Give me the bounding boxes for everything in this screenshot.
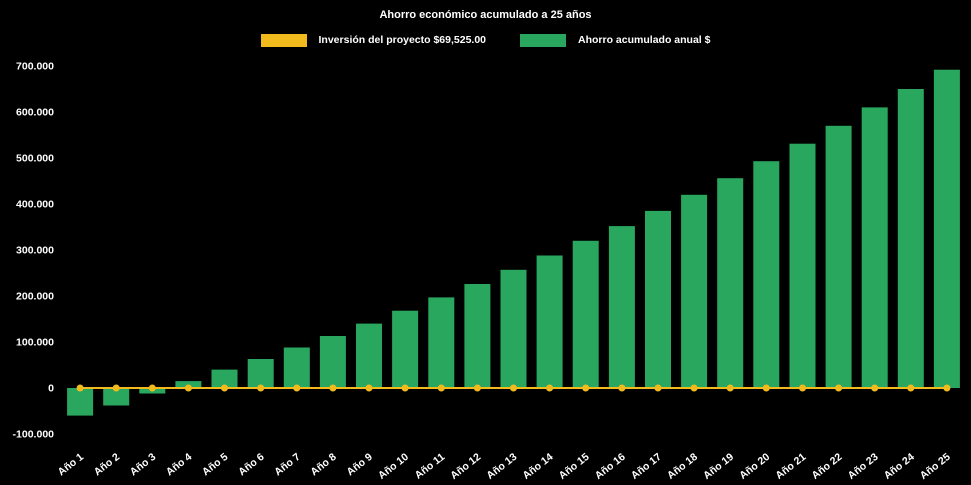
investment-marker <box>510 384 517 392</box>
investment-marker <box>293 384 301 392</box>
bar-10 <box>392 310 419 388</box>
x-axis-label: Año 7 <box>272 451 302 479</box>
legend-swatch-investment <box>260 33 307 47</box>
y-tick-label: 400.000 <box>16 199 54 211</box>
x-axis-label: Año 24 <box>882 451 917 482</box>
bar-22 <box>825 125 852 389</box>
x-axis-label: Año 17 <box>629 451 664 482</box>
x-axis-label: Año 10 <box>376 451 411 482</box>
x-axis-label: Año 5 <box>200 451 230 479</box>
investment-marker <box>654 384 662 392</box>
investment-marker <box>184 384 192 392</box>
x-axis-label: Año 21 <box>773 451 808 482</box>
investment-marker <box>329 384 337 392</box>
legend-label-savings: Ahorro acumulado anual $ <box>578 34 711 46</box>
x-axis-label: Año 4 <box>164 451 194 479</box>
x-axis-label: Año 6 <box>236 451 266 479</box>
x-axis-label: Año 3 <box>128 451 158 479</box>
investment-marker <box>618 384 626 392</box>
investment-marker <box>257 384 265 392</box>
bar-16 <box>608 226 635 388</box>
investment-marker <box>835 384 843 392</box>
y-tick-label: 600.000 <box>16 107 54 119</box>
x-axis-label: Año 8 <box>308 451 338 479</box>
x-axis-label: Año 20 <box>737 451 772 482</box>
x-axis-label: Año 12 <box>448 451 483 482</box>
y-tick-label: -100.000 <box>13 429 55 441</box>
investment-marker <box>690 384 698 392</box>
investment-marker <box>582 384 590 392</box>
y-tick-label: 300.000 <box>16 245 54 257</box>
y-tick-label: 0 <box>48 383 54 395</box>
legend-swatch-savings <box>520 33 567 47</box>
investment-marker <box>799 384 806 392</box>
y-tick-label: 700.000 <box>16 61 54 73</box>
bar-12 <box>464 284 491 388</box>
x-axis-label: Año 18 <box>665 451 700 482</box>
y-tick-label: 500.000 <box>16 153 54 165</box>
bar-18 <box>681 194 708 388</box>
x-axis-label: Año 22 <box>809 451 844 482</box>
investment-marker <box>473 384 481 392</box>
investment-marker <box>112 384 120 392</box>
bar-17 <box>645 210 671 388</box>
bar-13 <box>500 269 527 388</box>
chart-title: Ahorro económico acumulado a 25 años <box>379 9 592 21</box>
bar-7 <box>283 347 310 388</box>
x-axis-label: Año 14 <box>520 451 555 482</box>
legend-label-investment: Inversión del proyecto $69,525.00 <box>318 34 487 46</box>
x-axis-label: Año 15 <box>557 451 592 482</box>
bar-9 <box>356 323 382 388</box>
x-axis-label: Año 25 <box>918 451 953 482</box>
bar-11 <box>428 297 455 388</box>
x-axis-label: Año 9 <box>344 451 374 479</box>
investment-marker <box>76 384 84 392</box>
bar-19 <box>717 178 744 388</box>
bar-24 <box>897 89 924 388</box>
bar-20 <box>753 161 780 388</box>
bar-15 <box>572 240 599 388</box>
investment-marker <box>221 384 228 392</box>
x-axis-label: Año 2 <box>92 451 122 479</box>
plot-area: -100.000 0 100.000 200.000 300.000 400.000 500… <box>13 61 960 482</box>
investment-marker <box>437 384 445 392</box>
investment-marker <box>871 384 879 392</box>
x-axis-label: Año 11 <box>413 451 448 482</box>
investment-marker <box>546 384 554 392</box>
x-axis-label: Año 19 <box>701 451 736 482</box>
x-axis-label: Año 23 <box>846 451 881 482</box>
y-tick-label: 100.000 <box>16 337 54 349</box>
bar-5 <box>211 369 238 388</box>
investment-marker <box>943 384 951 392</box>
bar-25 <box>933 69 960 388</box>
bar-2 <box>103 388 130 406</box>
bar-21 <box>789 143 816 388</box>
investment-marker <box>365 384 373 392</box>
x-axis-label: Año 13 <box>484 451 519 482</box>
bar-23 <box>861 107 888 389</box>
x-axis-label: Año 16 <box>593 451 628 482</box>
investment-marker <box>762 384 770 392</box>
x-axis-label: Año 1 <box>56 451 86 479</box>
investment-marker <box>401 384 409 392</box>
investment-marker <box>726 384 734 392</box>
bar-8 <box>319 336 346 388</box>
bar-14 <box>536 255 563 388</box>
bar-6 <box>247 359 274 388</box>
bar-1 <box>67 388 94 416</box>
investment-marker <box>148 384 156 392</box>
investment-marker <box>907 384 915 392</box>
legend: Inversión del proyecto $69,525.00 Ahorro… <box>0 26 971 54</box>
y-tick-label: 200.000 <box>16 291 54 303</box>
